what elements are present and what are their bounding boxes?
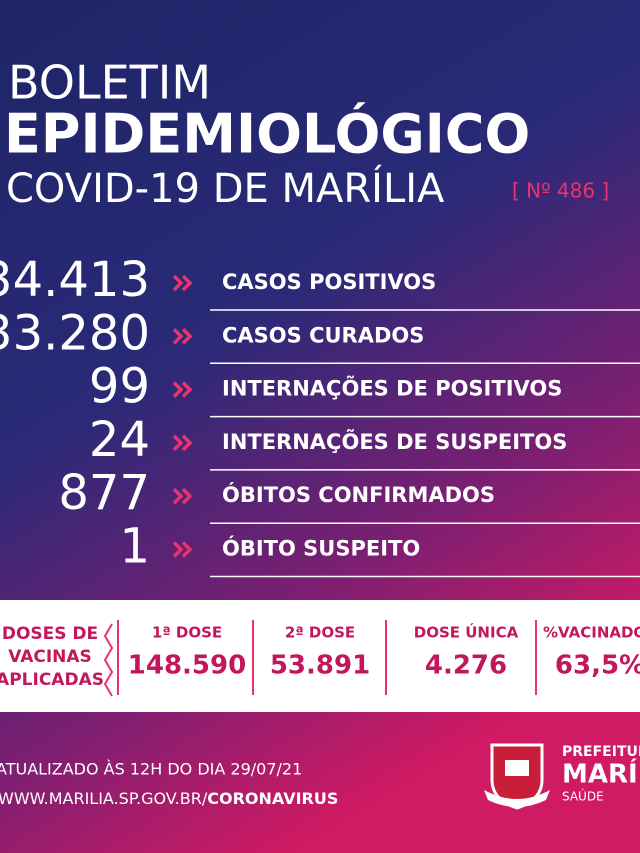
arrow-icon xyxy=(181,434,193,452)
arrow-icon xyxy=(172,381,184,398)
arrow-icon xyxy=(181,328,193,345)
arrow-icon xyxy=(181,274,193,292)
vaccine-title: DOSES DE xyxy=(2,624,98,644)
vaccine-label: %VACINADOS xyxy=(543,624,640,642)
stat-value: 33.280 xyxy=(0,305,150,361)
arrow-icon xyxy=(172,328,184,345)
edition: [ Nº 486 ] xyxy=(512,179,609,203)
stat-label: ÓBITOS CONFIRMADOS xyxy=(222,482,495,507)
vaccine-title: VACINAS xyxy=(8,647,92,667)
title-line3: COVID-19 DE MARÍLIA xyxy=(6,164,445,212)
logo-text: SAÚDE xyxy=(562,789,604,804)
arrow-icon xyxy=(172,274,184,292)
stat-value: 1 xyxy=(119,519,150,575)
stat-label: INTERNAÇÕES DE POSITIVOS xyxy=(222,376,562,401)
stat-value: 99 xyxy=(89,359,150,415)
title-line2: EPIDEMIOLÓGICO xyxy=(4,103,530,166)
vaccine-label: 1ª DOSE xyxy=(152,624,222,642)
vaccine-value: 4.276 xyxy=(425,651,507,681)
arrow-icon xyxy=(172,541,184,558)
arrow-icon xyxy=(172,434,184,452)
vaccine-label: 2ª DOSE xyxy=(285,624,355,642)
stat-label: ÓBITO SUSPEITO xyxy=(222,536,420,561)
bracket xyxy=(103,623,114,697)
url: WWW.MARILIA.SP.GOV.BR/CORONAVIRUS xyxy=(0,789,338,808)
vaccine-label: DOSE ÚNICA xyxy=(414,623,519,642)
vaccine-value: 53.891 xyxy=(270,651,370,681)
vaccine-title: APLICADAS xyxy=(0,670,104,690)
stat-value: 24 xyxy=(89,412,150,468)
arrow-icon xyxy=(181,541,193,558)
title-line1: BOLETIM xyxy=(8,56,211,110)
stat-value: 34.413 xyxy=(0,252,150,308)
logo-text: MARÍLIA xyxy=(562,758,640,790)
logo-text: PREFEITURA xyxy=(562,744,640,760)
url-part: WWW.MARILIA.SP.GOV.BR/ xyxy=(0,789,208,808)
vaccine-value: 148.590 xyxy=(128,651,246,681)
stat-value: 877 xyxy=(58,465,150,521)
arrow-icon xyxy=(181,381,193,398)
arrow-icon xyxy=(181,487,193,505)
stat-label: CASOS CURADOS xyxy=(222,323,424,347)
stat-label: INTERNAÇÕES DE SUSPEITOS xyxy=(222,429,567,454)
url-part: CORONAVIRUS xyxy=(207,789,338,808)
updated: ATUALIZADO ÀS 12H DO DIA 29/07/21 xyxy=(0,760,302,779)
stat-label: CASOS POSITIVOS xyxy=(222,270,436,294)
vaccine-value: 63,5% xyxy=(555,651,640,681)
logo xyxy=(484,743,550,810)
arrow-icon xyxy=(172,487,184,505)
